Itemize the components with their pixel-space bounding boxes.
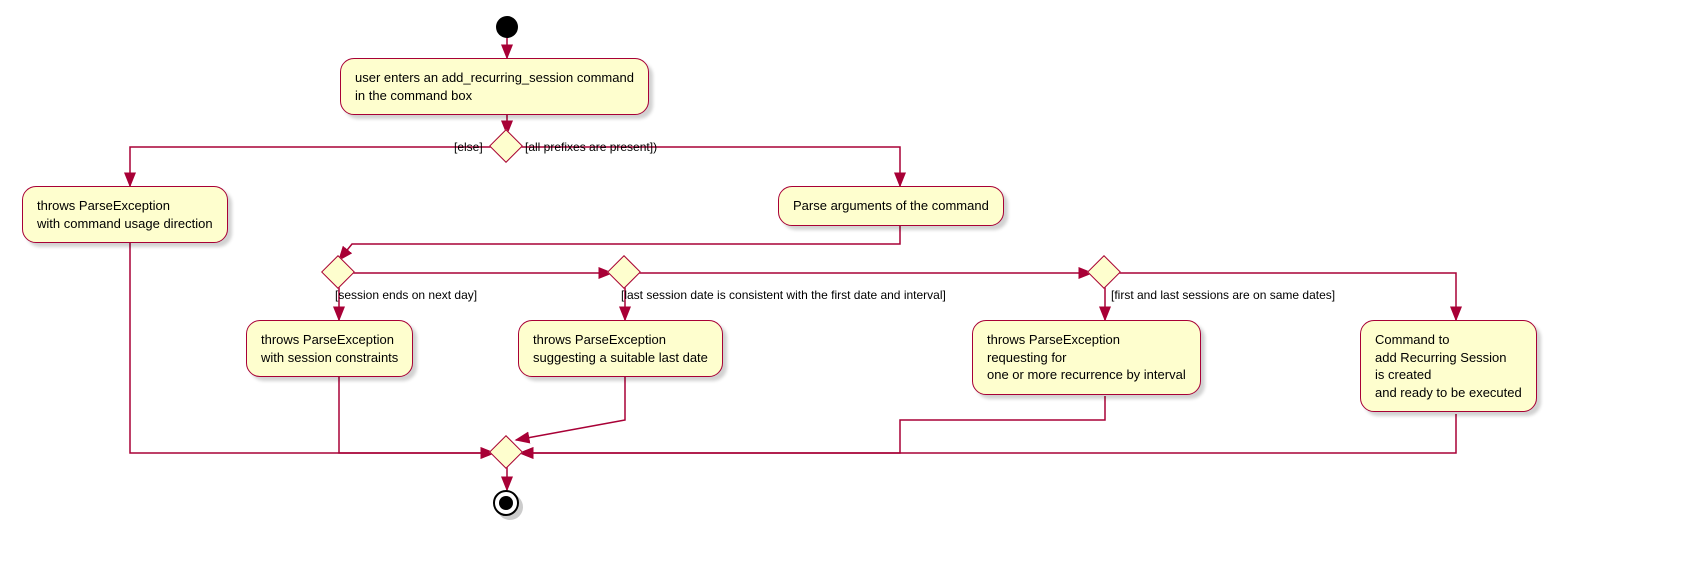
text-line: and ready to be executed [1375, 384, 1522, 402]
activity-parse-args: Parse arguments of the command [778, 186, 1004, 226]
activity-throw-usage: throws ParseException with command usage… [22, 186, 228, 243]
label-last-date: [last session date is consistent with th… [621, 288, 946, 302]
text-line: user enters an add_recurring_session com… [355, 69, 634, 87]
text-line: with session constraints [261, 349, 398, 367]
merge-node [489, 435, 523, 469]
text-line: with command usage direction [37, 215, 213, 233]
text-line: suggesting a suitable last date [533, 349, 708, 367]
end-node [493, 490, 519, 516]
text-line: Command to [1375, 331, 1522, 349]
activity-enter-command: user enters an add_recurring_session com… [340, 58, 649, 115]
start-node [496, 16, 518, 38]
connectors-layer [0, 0, 1696, 573]
activity-command-created: Command to add Recurring Session is crea… [1360, 320, 1537, 412]
activity-throw-session-constraints: throws ParseException with session const… [246, 320, 413, 377]
activity-throw-recurrence: throws ParseException requesting for one… [972, 320, 1201, 395]
text-line: one or more recurrence by interval [987, 366, 1186, 384]
text-line: throws ParseException [37, 197, 213, 215]
decision-same-dates [1087, 255, 1121, 289]
label-else: [else] [454, 140, 483, 154]
activity-throw-suggest-last-date: throws ParseException suggesting a suita… [518, 320, 723, 377]
label-same-dates: [first and last sessions are on same dat… [1111, 288, 1335, 302]
label-all-prefixes: [all prefixes are present]) [525, 140, 657, 154]
text-line: throws ParseException [987, 331, 1186, 349]
text-line: is created [1375, 366, 1522, 384]
text-line: requesting for [987, 349, 1186, 367]
decision-prefixes [489, 129, 523, 163]
label-session-ends: [session ends on next day] [335, 288, 477, 302]
text-line: add Recurring Session [1375, 349, 1522, 367]
text-line: throws ParseException [261, 331, 398, 349]
decision-session-ends [321, 255, 355, 289]
text-line: in the command box [355, 87, 634, 105]
text-line: throws ParseException [533, 331, 708, 349]
text-line: Parse arguments of the command [793, 197, 989, 215]
decision-last-date [607, 255, 641, 289]
activity-diagram: user enters an add_recurring_session com… [0, 0, 1696, 573]
